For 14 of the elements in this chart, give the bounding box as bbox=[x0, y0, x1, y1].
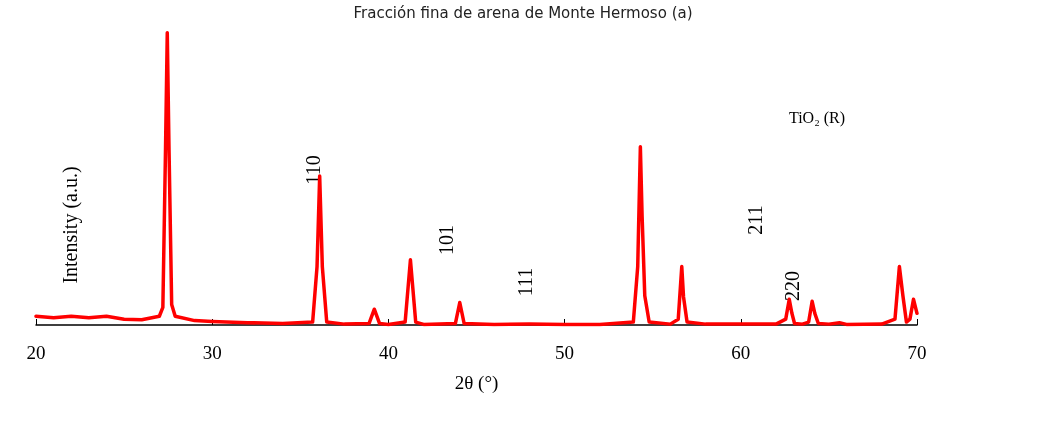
annotation: 101 bbox=[435, 225, 457, 255]
x-axis-title: 2θ (°) bbox=[454, 372, 499, 394]
annotation: TiO₂ (R) bbox=[788, 108, 846, 127]
x-tick-label: 70 bbox=[907, 342, 927, 363]
chart-title: Fracción fina de arena de Monte Hermoso (a) bbox=[353, 3, 693, 22]
annotation: 211 bbox=[744, 205, 766, 235]
x-tick-label: 20 bbox=[26, 342, 46, 363]
x-tick-label: 40 bbox=[378, 342, 398, 363]
annotation: 220 bbox=[781, 271, 803, 301]
x-tick-label: 30 bbox=[202, 342, 222, 363]
x-tick-label: 60 bbox=[731, 342, 751, 363]
y-axis-title: Intensity (a.u.) bbox=[59, 166, 82, 284]
x-tick-label: 50 bbox=[555, 342, 575, 363]
annotation: 111 bbox=[514, 267, 536, 297]
